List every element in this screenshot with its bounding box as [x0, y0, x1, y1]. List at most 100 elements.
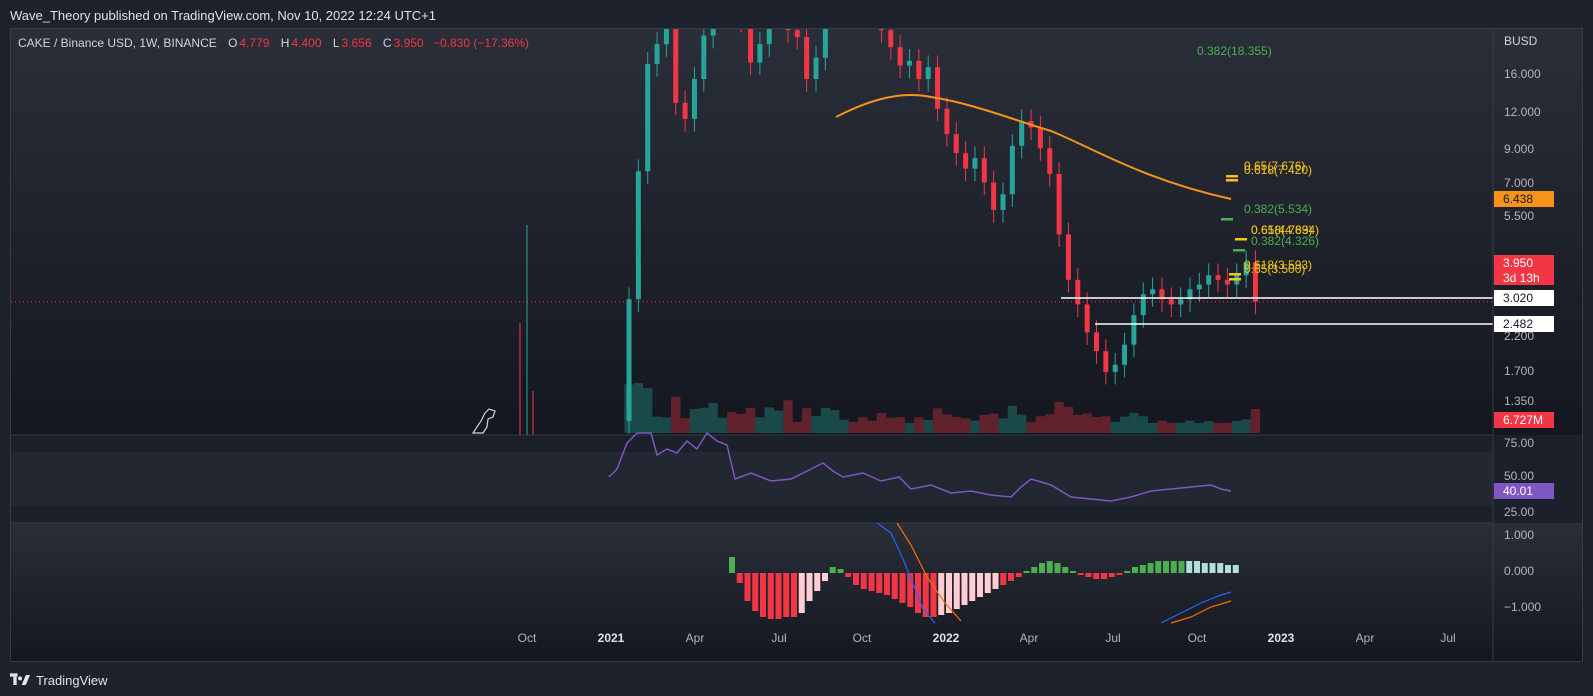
candle-body[interactable] — [1103, 351, 1109, 372]
volume-bar — [1017, 414, 1027, 433]
candle-body[interactable] — [626, 299, 632, 421]
volume-bar — [942, 414, 952, 433]
price-tick-label: 1.350 — [1504, 394, 1534, 408]
candle-body[interactable] — [1112, 364, 1118, 372]
candle-body[interactable] — [888, 30, 894, 48]
candle-body[interactable] — [1009, 145, 1015, 195]
candle-body[interactable] — [710, 29, 716, 36]
candle-body[interactable] — [1037, 127, 1043, 149]
macd-histogram-bar — [822, 573, 828, 581]
candle-body[interactable] — [1065, 234, 1071, 280]
candle-body[interactable] — [897, 47, 903, 66]
candle-body[interactable] — [1056, 173, 1062, 235]
candle-body[interactable] — [785, 29, 791, 31]
candle-body[interactable] — [748, 29, 754, 63]
time-tick-label: 2021 — [598, 631, 625, 645]
macd-histogram-bar — [946, 573, 952, 613]
volume-bar — [1194, 422, 1205, 433]
candle-body[interactable] — [645, 64, 651, 172]
candle-body[interactable] — [1047, 148, 1053, 174]
macd-histogram-bar — [953, 573, 960, 609]
candle-body[interactable] — [1178, 299, 1184, 305]
candle-body[interactable] — [1196, 284, 1202, 290]
macd-histogram-bar — [1000, 573, 1007, 585]
volume-bar — [755, 417, 765, 433]
macd-histogram-bar — [876, 573, 883, 593]
level-tag-bg — [1494, 316, 1554, 332]
candle-body[interactable] — [654, 44, 660, 65]
candle-body[interactable] — [804, 37, 810, 79]
candle-body[interactable] — [682, 102, 688, 119]
candle-body[interactable] — [944, 108, 950, 135]
candle-body[interactable] — [794, 30, 800, 38]
fib-level-marker — [1226, 179, 1238, 182]
candle-body[interactable] — [691, 78, 697, 119]
time-tick-label: Apr — [1356, 631, 1375, 645]
volume-bar — [1045, 414, 1055, 433]
volume-bar — [970, 420, 980, 433]
macd-tick-label: −1.000 — [1504, 600, 1541, 614]
candle-body[interactable] — [878, 29, 884, 31]
tradingview-brand: TradingView — [36, 672, 108, 688]
candle-body[interactable] — [635, 171, 641, 300]
candle-body[interactable] — [935, 67, 941, 109]
candle-body[interactable] — [757, 44, 763, 63]
price-tick-label: 12.000 — [1504, 105, 1541, 119]
candle-body[interactable] — [663, 29, 669, 45]
macd-histogram-bar — [884, 573, 890, 595]
macd-histogram-bar — [969, 573, 976, 601]
candle-body[interactable] — [701, 35, 707, 79]
candle-body[interactable] — [1224, 279, 1230, 285]
rsi-value-tag: 40.01 — [1503, 484, 1533, 498]
macd-histogram-bar — [1163, 561, 1169, 573]
candle-body[interactable] — [953, 134, 959, 154]
candle-body[interactable] — [1150, 289, 1156, 295]
macd-histogram-bar — [791, 573, 797, 617]
macd-histogram-bar — [845, 573, 852, 577]
candle-body[interactable] — [1215, 275, 1221, 280]
candle-body[interactable] — [1140, 294, 1146, 316]
candle-body[interactable] — [925, 67, 931, 79]
macd-signal-line — [896, 522, 962, 622]
macd-histogram-bar — [829, 567, 836, 573]
candle-body[interactable] — [1252, 262, 1258, 302]
candle-body[interactable] — [1159, 289, 1165, 300]
volume-bar — [988, 413, 999, 433]
candle-body[interactable] — [991, 182, 997, 211]
candle-body[interactable] — [972, 158, 978, 169]
chart-canvas[interactable]: 0.382(18.355) 0.65(7.676)0.618(7.420) 0.38… — [11, 29, 1583, 662]
volume-bar — [1222, 422, 1233, 433]
chart-frame[interactable]: 0.382(18.355) 0.65(7.676) 0.618(7.420) 0.38… — [10, 28, 1583, 662]
symbol-label[interactable]: CAKE / Binance USD, 1W, BINANCE — [18, 36, 217, 50]
candle-body[interactable] — [1131, 315, 1137, 345]
candle-body[interactable] — [673, 29, 679, 103]
fib-level-label: 0.65(4.789) — [1251, 223, 1312, 237]
candle-body[interactable] — [916, 60, 922, 79]
candle-body[interactable] — [766, 29, 772, 45]
candle-body[interactable] — [1206, 275, 1212, 285]
chart-legend: CAKE / Binance USD, 1W, BINANCE O 4.779 H… — [18, 36, 529, 50]
candle-body[interactable] — [1243, 262, 1249, 276]
candle-body[interactable] — [907, 60, 912, 66]
candle-body[interactable] — [1000, 194, 1006, 211]
volume-bar — [801, 408, 812, 433]
candle-body[interactable] — [1019, 121, 1025, 146]
macd-histogram-bar — [860, 573, 867, 589]
candle-body[interactable] — [1094, 332, 1099, 352]
candle-body[interactable] — [822, 29, 828, 58]
volume-bar — [736, 414, 746, 433]
rsi-value-tag-bg — [1494, 483, 1554, 499]
candle-body[interactable] — [1075, 279, 1081, 305]
candle-body[interactable] — [1187, 289, 1193, 300]
time-tick-label: Apr — [1020, 631, 1039, 645]
rsi-tick-label: 25.00 — [1504, 505, 1534, 519]
macd-histogram-bar — [729, 557, 735, 573]
candle-body[interactable] — [1122, 344, 1128, 365]
candle-body[interactable] — [1084, 304, 1090, 333]
volume-bar — [960, 418, 971, 433]
candle-body[interactable] — [981, 158, 987, 183]
time-tick-label: Oct — [1188, 631, 1207, 645]
volume-bar — [1129, 412, 1139, 433]
candle-body[interactable] — [813, 57, 819, 79]
candle-body[interactable] — [963, 153, 969, 169]
